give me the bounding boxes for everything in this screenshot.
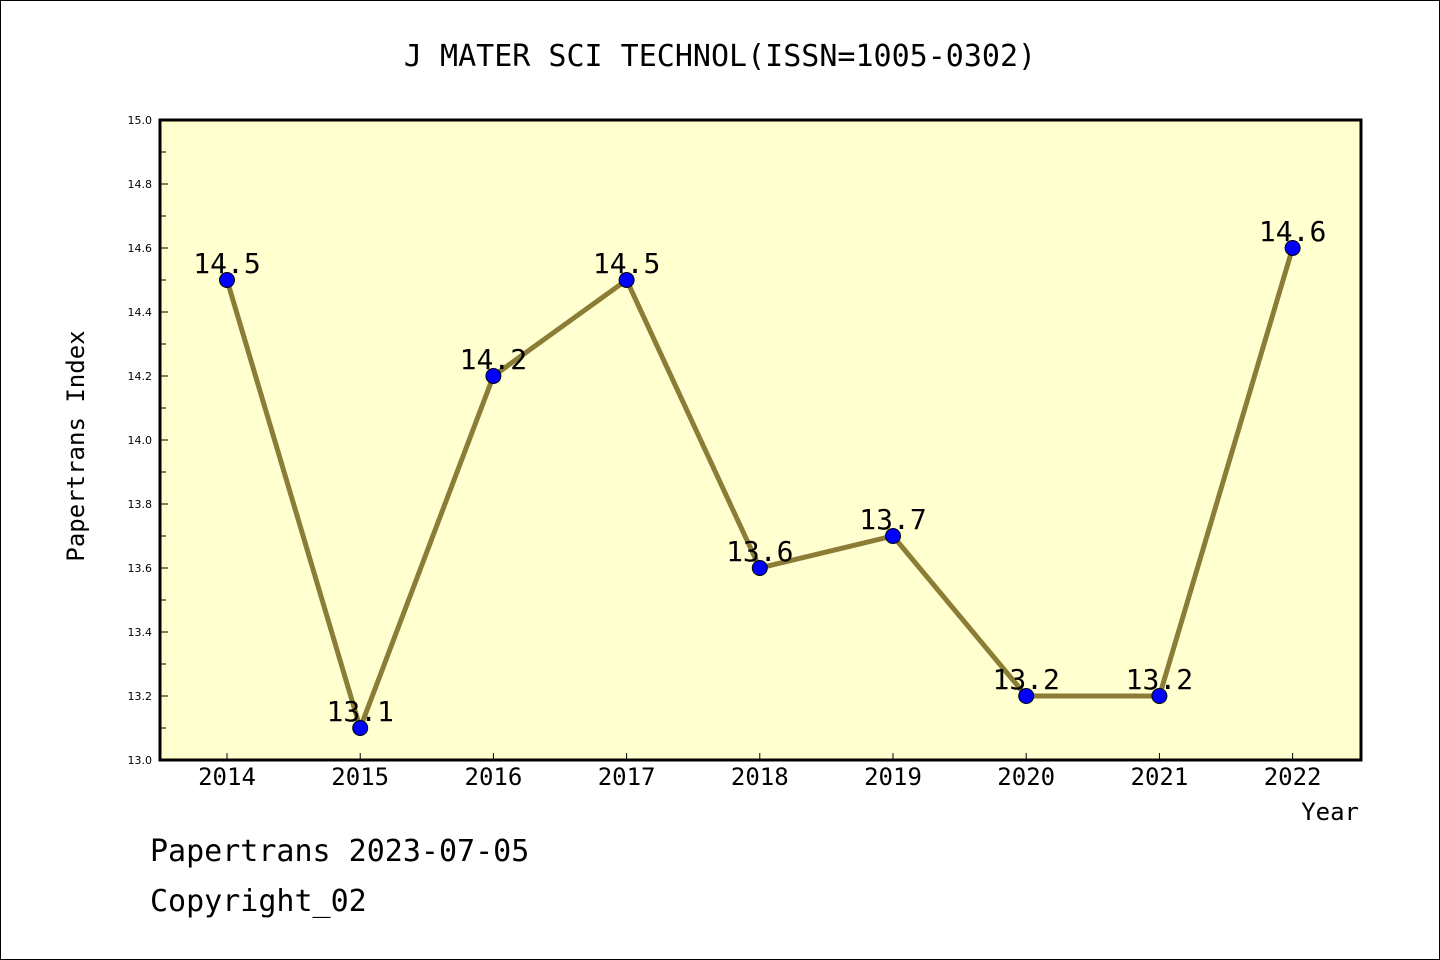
y-tick-label: 13.0 xyxy=(128,754,153,767)
x-tick-label: 2016 xyxy=(465,763,523,791)
data-point xyxy=(485,368,502,384)
y-tick-label: 14.2 xyxy=(128,370,153,383)
x-tick-label: 2017 xyxy=(598,763,656,791)
x-axis-label: Year xyxy=(1301,798,1359,826)
x-tick-label: 2019 xyxy=(864,763,922,791)
x-axis: 2014 2015 2016 2017 2018 2019 2020 2021 2022 xyxy=(198,753,1321,791)
data-point xyxy=(751,560,768,576)
plot-area xyxy=(158,118,1363,762)
series xyxy=(219,240,1301,736)
data-label: 13.2 xyxy=(992,663,1059,696)
data-label: 14.5 xyxy=(593,247,660,280)
x-tick-label: 2014 xyxy=(198,763,256,791)
y-tick-label: 14.6 xyxy=(128,242,153,255)
data-point xyxy=(1018,688,1035,704)
data-point xyxy=(219,272,235,288)
y-tick-label: 13.4 xyxy=(128,626,153,639)
y-tick-label: 14.0 xyxy=(128,434,153,447)
y-tick-label: 14.4 xyxy=(128,306,153,319)
chart-title: J MATER SCI TECHNOL(ISSN=1005-0302) xyxy=(404,39,1036,74)
y-axis-label: Papertrans Index xyxy=(62,330,90,561)
footer-date: Papertrans 2023-07-05 xyxy=(150,834,530,869)
y-tick-label: 15.0 xyxy=(128,114,153,127)
x-tick-label: 2021 xyxy=(1131,763,1189,791)
data-label: 14.6 xyxy=(1259,215,1326,248)
data-point xyxy=(352,720,369,736)
data-label: 13.7 xyxy=(859,503,926,536)
data-label: 13.2 xyxy=(1126,663,1193,696)
data-point xyxy=(1151,688,1168,704)
x-tick-label: 2018 xyxy=(731,763,789,791)
data-label: 13.6 xyxy=(726,535,793,568)
data-label: 14.5 xyxy=(193,247,260,280)
data-point xyxy=(618,272,635,288)
y-tick-label: 14.8 xyxy=(128,178,153,191)
data-label: 13.1 xyxy=(326,695,393,728)
x-tick-label: 2015 xyxy=(331,763,389,791)
data-label: 14.2 xyxy=(460,343,527,376)
x-tick-label: 2022 xyxy=(1264,763,1322,791)
y-tick-label: 13.8 xyxy=(128,498,153,511)
footer-copyright: Copyright_02 xyxy=(150,884,367,919)
data-point xyxy=(1284,240,1301,256)
data-point xyxy=(885,528,901,544)
x-tick-label: 2020 xyxy=(997,763,1055,791)
y-axis: 13.0 13.2 13.4 13.6 13.8 14.0 14.2 14.4 14.6 14.8… xyxy=(128,114,168,767)
y-tick-label: 13.2 xyxy=(128,690,153,703)
y-tick-label: 13.6 xyxy=(128,562,153,575)
data-labels: 14.5 13.1 14.2 14.5 13.6 13.7 13.2 13.2 14.6 xyxy=(193,215,1326,728)
